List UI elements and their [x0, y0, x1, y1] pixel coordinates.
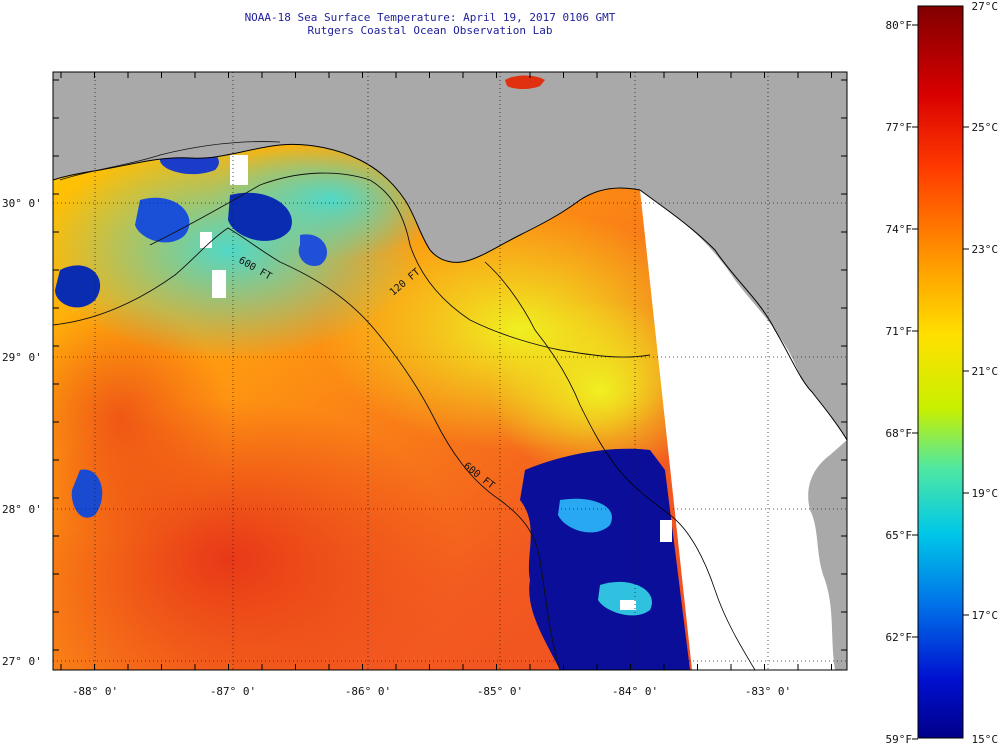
- map-title: NOAA-18 Sea Surface Temperature: April 1…: [244, 11, 616, 24]
- celsius-label: 25°C: [972, 121, 999, 134]
- colorbar-ticks: [912, 24, 969, 740]
- celsius-label: 17°C: [972, 609, 999, 622]
- fahrenheit-label: 80°F: [886, 19, 913, 32]
- map-frame: [52, 71, 848, 671]
- celsius-label: 19°C: [972, 487, 999, 500]
- big-bend-coastline: [484, 261, 756, 670]
- celsius-label: 15°C: [972, 733, 999, 746]
- cold-water-region: [520, 448, 690, 670]
- lon-label: -87° 0': [210, 685, 256, 698]
- celsius-label: 27°C: [972, 0, 999, 13]
- fahrenheit-label: 62°F: [886, 631, 913, 644]
- coastline: [53, 143, 641, 263]
- fahrenheit-label: 68°F: [886, 427, 913, 440]
- colorbar: [917, 5, 964, 739]
- lat-label: 28° 0': [2, 503, 42, 516]
- lat-label: 30° 0': [2, 197, 42, 210]
- fahrenheit-label: 71°F: [886, 325, 913, 338]
- map-subtitle: Rutgers Coastal Ocean Observation Lab: [307, 24, 553, 37]
- axis-ticks: [53, 72, 847, 670]
- fahrenheit-label: 65°F: [886, 529, 913, 542]
- lon-label: -86° 0': [345, 685, 391, 698]
- isobath-600ft: [53, 227, 561, 670]
- fahrenheit-label: 74°F: [886, 223, 913, 236]
- celsius-label: 23°C: [972, 243, 999, 256]
- celsius-label: 21°C: [972, 365, 999, 378]
- fahrenheit-label: 77°F: [886, 121, 913, 134]
- graticule: [53, 72, 847, 670]
- land-mass: [53, 72, 847, 440]
- colorbar-celsius-labels: 27°C 25°C 23°C 21°C 19°C 17°C 15°C: [972, 0, 999, 746]
- longitude-labels: -88° 0' -87° 0' -86° 0' -85° 0' -84° 0' …: [72, 685, 791, 698]
- lon-label: -84° 0': [612, 685, 658, 698]
- island-speck: [505, 75, 545, 89]
- lat-label: 27° 0': [2, 655, 42, 668]
- fahrenheit-label: 59°F: [886, 733, 913, 746]
- lat-label: 29° 0': [2, 351, 42, 364]
- colorbar-fahrenheit-labels: 80°F 77°F 74°F 71°F 68°F 65°F 62°F 59°F: [886, 19, 913, 746]
- lon-label: -83° 0': [745, 685, 791, 698]
- lon-label: -85° 0': [477, 685, 523, 698]
- isobath-120ft: [149, 172, 651, 358]
- lon-label: -88° 0': [72, 685, 118, 698]
- latitude-labels: 30° 0' 29° 0' 28° 0' 27° 0': [2, 197, 42, 668]
- map-area: [53, 72, 847, 670]
